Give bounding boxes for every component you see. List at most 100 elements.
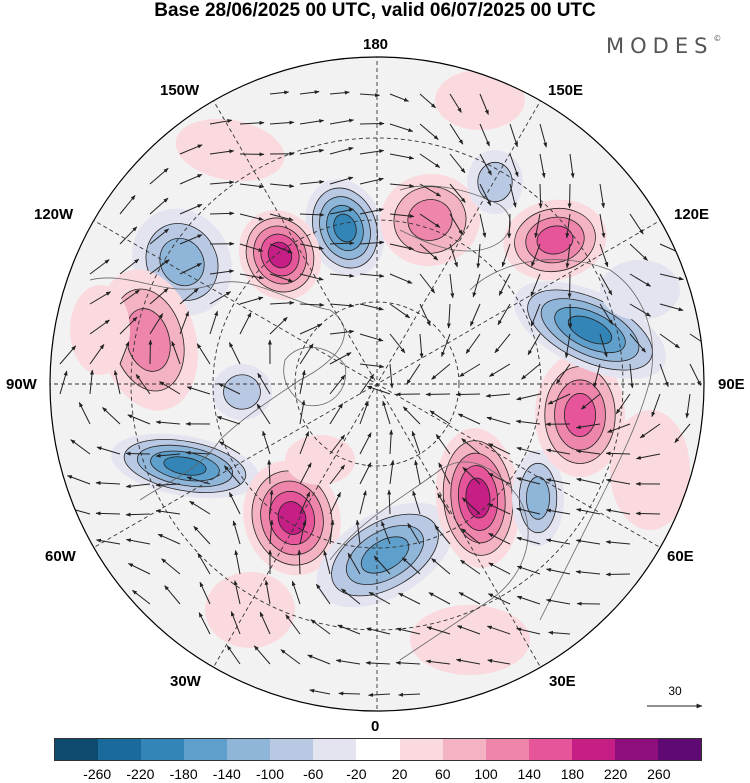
copyright-mark: © xyxy=(713,34,722,43)
wind-arrow xyxy=(395,660,421,665)
wind-arrow xyxy=(539,123,548,148)
wind-arrow xyxy=(569,153,575,179)
positive-anomaly-contour xyxy=(563,393,597,437)
wind-arrow xyxy=(419,303,431,327)
wind-arrow xyxy=(527,333,541,356)
wind-arrow xyxy=(629,243,648,261)
wind-arrow xyxy=(419,183,442,197)
colorbar-swatch xyxy=(442,739,486,760)
colorbar-swatch xyxy=(227,739,271,760)
wind-arrow xyxy=(534,213,541,239)
wind-arrow xyxy=(674,423,691,443)
wind-arrow xyxy=(329,519,335,545)
wind-arrow xyxy=(449,273,455,299)
wind-arrow xyxy=(119,226,138,245)
wind-vectors xyxy=(59,90,704,697)
wind-arrow xyxy=(546,478,571,485)
wind-arrow xyxy=(291,580,301,605)
wind-arrow xyxy=(149,197,169,215)
wind-arrow xyxy=(685,393,691,419)
wind-arrow xyxy=(257,372,271,395)
wind-arrow xyxy=(419,153,441,168)
wind-arrow xyxy=(479,93,489,115)
wind-arrow xyxy=(516,627,541,635)
wind-arrow xyxy=(516,477,541,485)
colorbar-swatch xyxy=(270,739,314,760)
wind-arrow xyxy=(509,183,517,208)
wind-arrow xyxy=(359,177,384,185)
wind-arrow xyxy=(599,303,614,325)
colorbar-tick-label: 220 xyxy=(603,766,628,782)
wind-arrow xyxy=(575,423,601,430)
wind-arrow xyxy=(373,555,391,575)
wind-arrow xyxy=(189,500,211,515)
wind-arrow xyxy=(70,439,91,455)
wind-arrow xyxy=(479,183,492,206)
polar-map xyxy=(49,56,705,712)
lon-label-150e: 150E xyxy=(548,82,584,99)
wind-arrow xyxy=(567,183,572,209)
wind-arrow xyxy=(329,241,355,246)
wind-arrow xyxy=(359,400,369,425)
wind-arrow xyxy=(193,525,211,545)
wind-arrow xyxy=(299,119,325,125)
wind-arrow xyxy=(365,661,391,666)
wind-arrow xyxy=(149,228,170,245)
wind-arrow xyxy=(555,363,571,385)
wind-arrow xyxy=(435,433,451,455)
map-border xyxy=(49,56,705,712)
wind-arrow xyxy=(315,583,331,605)
wind-arrow xyxy=(516,507,541,515)
wind-arrow xyxy=(530,273,541,297)
wind-arrow xyxy=(599,273,613,296)
wind-arrow xyxy=(599,243,609,268)
wind-arrow xyxy=(299,343,314,365)
wind-arrow xyxy=(479,123,490,147)
wind-arrow xyxy=(89,319,110,335)
wind-arrow xyxy=(196,343,211,365)
wind-arrow xyxy=(299,369,306,395)
wind-arrow xyxy=(179,288,199,305)
wind-arrow xyxy=(419,273,436,294)
wind-arrow xyxy=(567,273,572,299)
wind-arrow xyxy=(355,519,361,545)
wind-arrow xyxy=(461,438,481,455)
colorbar-tick-label: 180 xyxy=(560,766,585,782)
wind-arrow xyxy=(449,243,458,268)
wind-arrow xyxy=(239,213,264,221)
wind-arrow xyxy=(269,183,295,188)
lon-label-0: 0 xyxy=(371,718,380,735)
wind-arrow xyxy=(389,153,415,160)
wind-arrow xyxy=(329,434,345,455)
wind-arrow xyxy=(297,549,302,575)
wind-arrow xyxy=(299,520,307,545)
negative-anomaly-contour xyxy=(526,476,550,520)
wind-arrow xyxy=(155,482,181,487)
wind-arrow xyxy=(359,303,384,311)
wind-arrow xyxy=(545,448,571,455)
colorbar-tick-label: 20 xyxy=(391,766,408,782)
lon-label-90e: 90E xyxy=(718,376,745,393)
wind-arrow xyxy=(299,243,324,250)
wind-arrow xyxy=(419,93,436,109)
wind-arrow xyxy=(406,363,421,385)
wind-arrow xyxy=(269,316,288,335)
wind-arrow xyxy=(539,153,546,179)
wind-arrow xyxy=(89,369,94,395)
wind-arrow xyxy=(479,153,492,176)
wind-arrow xyxy=(498,273,511,296)
wind-arrow xyxy=(487,503,511,515)
wind-arrow xyxy=(455,658,481,665)
wind-arrow xyxy=(548,630,571,635)
wind-arrow xyxy=(629,333,646,353)
wind-arrow xyxy=(576,508,601,515)
wind-arrow xyxy=(414,460,421,485)
wind-arrow xyxy=(431,558,451,575)
wind-arrow xyxy=(389,273,413,284)
wind-arrow xyxy=(431,363,451,380)
wind-arrow xyxy=(412,490,421,515)
colorbar-swatch xyxy=(657,739,701,760)
wind-arrow xyxy=(476,243,481,269)
colorbar-swatch xyxy=(98,739,142,760)
wind-arrow xyxy=(599,213,606,239)
